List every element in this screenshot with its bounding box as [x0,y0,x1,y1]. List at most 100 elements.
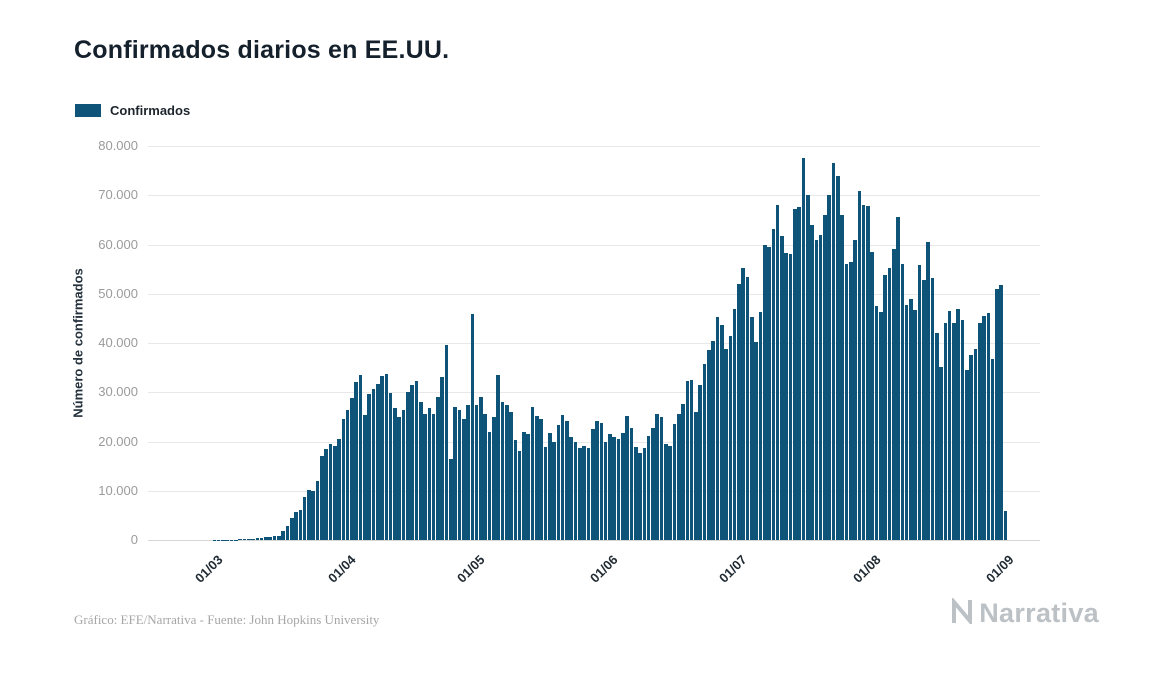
bar [388,392,393,540]
bar [737,283,741,540]
x-tick-label: 01/06 [587,552,621,586]
bar [831,163,836,540]
bar [814,239,819,540]
y-tick-label: 50.000 [98,285,138,301]
bar [431,414,436,540]
bar [552,442,556,540]
bar [285,526,290,540]
narrativa-logo-icon [950,596,974,629]
bar [982,316,986,540]
bar [797,207,801,540]
bar [298,510,303,540]
bar [698,385,703,540]
bar [289,517,294,540]
bar [410,385,414,540]
bar [629,427,634,540]
bar [513,440,518,540]
bar [801,157,806,540]
bar [960,319,965,540]
bar [836,175,840,540]
bar [926,242,930,540]
bar [805,195,810,540]
bar [565,420,569,540]
bar [672,423,677,540]
bar [754,341,758,540]
bar [780,236,784,540]
bar [341,419,346,540]
bar [694,411,698,540]
bar [504,404,509,540]
bar [913,309,918,540]
bar [590,428,595,540]
bar [848,261,853,540]
bar [840,214,844,540]
bar [259,538,264,540]
bar [586,447,591,540]
x-tick-label: 01/05 [453,552,488,586]
bar [556,425,561,540]
plot-area: 0 10.000 20.000 30.000 40.000 50.000 60.000 70.… [98,138,1040,586]
bar [887,268,892,540]
y-tick-label: 40.000 [98,335,138,350]
bar [977,323,982,540]
bar [771,228,776,540]
bar [307,489,311,540]
bar [943,322,948,540]
y-tick-label: 60.000 [98,236,138,252]
bar [866,206,870,540]
bar [810,224,814,540]
bar [543,447,548,540]
bar [922,279,926,540]
bar [453,407,457,540]
y-tick-label: 80.000 [98,138,138,153]
bar [474,404,479,540]
bar [246,539,251,540]
bar [479,397,483,540]
gridline [148,392,1040,394]
bar [990,359,995,540]
bar [608,434,612,540]
bar [659,416,664,540]
bar [973,349,978,540]
bar [900,264,905,540]
bar [238,539,242,540]
bar [1003,511,1008,540]
bar [917,264,922,540]
bar [762,244,767,540]
chart-title: Confirmados diarios en EE.UU. [74,36,450,64]
bar [603,441,608,540]
bar [689,380,694,540]
bar [823,214,827,540]
bar [741,268,746,540]
bar [844,264,849,540]
bar [728,336,733,540]
bar [444,345,449,540]
gridline [148,343,1040,344]
bar [547,432,552,540]
bar [758,311,763,540]
bar [965,369,969,540]
bar [539,419,543,540]
bar [264,537,268,540]
bar [969,355,973,540]
bar [939,367,943,540]
gridline [148,293,1040,295]
bar [651,427,655,540]
bar [449,458,453,540]
bar [492,416,496,540]
bar [350,398,354,540]
bar [302,496,307,540]
gridline [148,146,1040,147]
bar [685,381,690,540]
bar [509,411,513,540]
bar [879,311,883,540]
bar [436,397,440,540]
bar [642,447,647,540]
bar [345,409,350,540]
bar [612,436,617,540]
bar [337,439,341,540]
source-note: Gráfico: EFE/Narrativa - Fuente: John Ho… [74,612,380,627]
bar [947,310,952,540]
bar [272,536,277,540]
bar [517,450,522,540]
